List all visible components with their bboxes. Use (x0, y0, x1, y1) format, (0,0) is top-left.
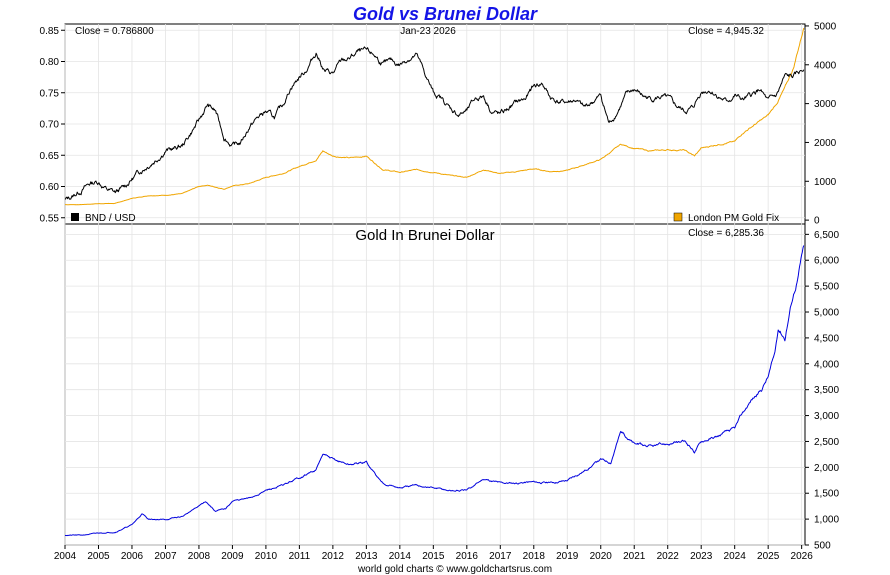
x-tick-label: 2020 (590, 551, 613, 562)
x-tick-label: 2019 (556, 551, 579, 562)
x-tick-label: 2026 (791, 551, 814, 562)
y-left-tick-label: 0.70 (40, 120, 60, 131)
x-tick-label: 2012 (322, 551, 345, 562)
y-left-tick-label: 0.65 (40, 151, 60, 162)
x-tick-label: 2017 (489, 551, 512, 562)
x-tick-label: 2004 (54, 551, 77, 562)
x-tick-label: 2025 (757, 551, 780, 562)
y-bottom-tick-label: 5,500 (814, 282, 839, 293)
y-right-tick-label: 3000 (814, 99, 837, 110)
y-bottom-tick-label: 6,500 (814, 230, 839, 241)
y-bottom-tick-label: 1,500 (814, 489, 839, 500)
x-tick-label: 2024 (724, 551, 747, 562)
y-right-tick-label: 2000 (814, 138, 837, 149)
x-tick-label: 2010 (255, 551, 278, 562)
x-tick-label: 2014 (389, 551, 412, 562)
gold-fix-series-line (65, 27, 805, 206)
y-right-tick-label: 4000 (814, 60, 837, 71)
ticks-layer: 2004 2005 2006 2007 2008 2009 2010 2011 2012 2013… (40, 21, 840, 562)
x-tick-label: 2022 (657, 551, 680, 562)
y-bottom-tick-label: 4,000 (814, 359, 839, 370)
gold-in-bnd-series-line (64, 245, 805, 537)
x-tick-label: 2016 (456, 551, 479, 562)
x-tick-label: 2005 (87, 551, 110, 562)
y-bottom-tick-label: 2,000 (814, 463, 839, 474)
y-bottom-tick-label: 1,000 (814, 515, 839, 526)
y-left-tick-label: 0.75 (40, 88, 60, 99)
legend-label-gold-fix: London PM Gold Fix (688, 213, 779, 224)
y-left-tick-label: 0.85 (40, 26, 60, 37)
y-bottom-tick-label: 4,500 (814, 333, 839, 344)
chart-title: Gold vs Brunei Dollar (353, 4, 538, 24)
bnd-usd-series-line (64, 46, 805, 200)
y-bottom-tick-label: 3,500 (814, 385, 839, 396)
y-left-tick-label: 0.55 (40, 213, 60, 224)
grid-layer (64, 24, 805, 546)
x-tick-label: 2011 (289, 551, 311, 562)
legend-swatch-gold-fix (673, 212, 683, 222)
y-right-tick-label: 5000 (814, 21, 837, 32)
series-layer (64, 27, 805, 537)
x-tick-label: 2018 (523, 551, 546, 562)
y-right-tick-label: 0 (814, 216, 820, 227)
x-tick-label: 2015 (422, 551, 445, 562)
x-tick-label: 2006 (121, 551, 144, 562)
x-tick-label: 2021 (623, 551, 646, 562)
bottom-panel-frame (64, 223, 806, 546)
bottom-chart-title: Gold In Brunei Dollar (355, 227, 494, 244)
x-tick-label: 2013 (355, 551, 378, 562)
y-bottom-tick-label: 3,000 (814, 411, 839, 422)
left-close-label: Close = 0.786800 (75, 26, 154, 37)
x-tick-label: 2007 (154, 551, 177, 562)
date-label: Jan-23 2026 (400, 26, 456, 37)
right-close-label: Close = 4,945.32 (688, 26, 764, 37)
x-tick-label: 2009 (221, 551, 244, 562)
bottom-close-label: Close = 6,285.36 (688, 228, 764, 239)
y-right-tick-label: 1000 (814, 177, 837, 188)
y-bottom-tick-label: 500 (814, 541, 831, 552)
x-tick-label: 2023 (690, 551, 713, 562)
y-left-tick-label: 0.60 (40, 182, 60, 193)
y-left-tick-label: 0.80 (40, 57, 60, 68)
legend-swatch-bnd (71, 213, 79, 221)
y-bottom-tick-label: 5,000 (814, 308, 839, 319)
legend-label-bnd: BND / USD (85, 213, 136, 224)
y-bottom-tick-label: 6,000 (814, 256, 839, 267)
footer-credit: world gold charts © www.goldchartsrus.co… (357, 564, 552, 575)
y-bottom-tick-label: 2,500 (814, 437, 839, 448)
x-tick-label: 2008 (188, 551, 211, 562)
